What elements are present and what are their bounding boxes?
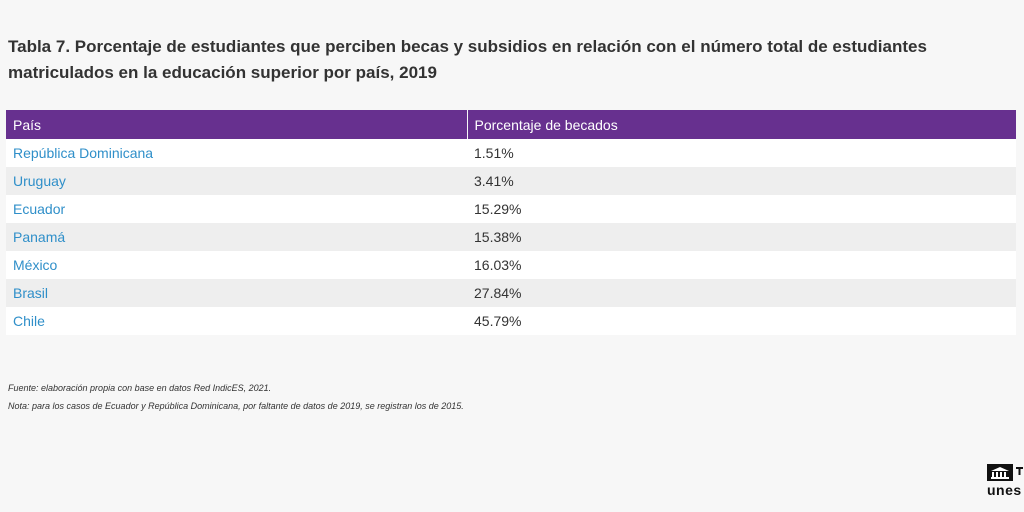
- logo-wordmark: unes: [987, 482, 1022, 498]
- table-row: Panamá 15.38%: [6, 223, 1016, 251]
- table-row: Uruguay 3.41%: [6, 167, 1016, 195]
- percentage-cell: 1.51%: [467, 139, 1016, 167]
- table-row: Chile 45.79%: [6, 307, 1016, 335]
- data-table: País Porcentaje de becados República Dom…: [6, 110, 1016, 335]
- column-header-percentage: Porcentaje de becados: [466, 110, 1016, 139]
- percentage-cell: 27.84%: [467, 279, 1016, 307]
- country-link[interactable]: Ecuador: [6, 195, 467, 223]
- percentage-cell: 16.03%: [467, 251, 1016, 279]
- table-row: Ecuador 15.29%: [6, 195, 1016, 223]
- column-header-country: País: [6, 110, 467, 139]
- unesco-logo: unes: [987, 464, 1024, 504]
- percentage-cell: 45.79%: [467, 307, 1016, 335]
- table-row: México 16.03%: [6, 251, 1016, 279]
- country-link[interactable]: México: [6, 251, 467, 279]
- table-row: República Dominicana 1.51%: [6, 139, 1016, 167]
- footnotes: Fuente: elaboración propia con base en d…: [8, 379, 464, 415]
- country-link[interactable]: Chile: [6, 307, 467, 335]
- country-link[interactable]: República Dominicana: [6, 139, 467, 167]
- country-link[interactable]: Panamá: [6, 223, 467, 251]
- source-note: Fuente: elaboración propia con base en d…: [8, 383, 272, 393]
- country-link[interactable]: Brasil: [6, 279, 467, 307]
- percentage-cell: 15.38%: [467, 223, 1016, 251]
- percentage-cell: 15.29%: [467, 195, 1016, 223]
- country-link[interactable]: Uruguay: [6, 167, 467, 195]
- table-header-row: País Porcentaje de becados: [6, 110, 1016, 139]
- unesco-temple-icon: [987, 464, 1023, 481]
- table-title: Tabla 7. Porcentaje de estudiantes que p…: [8, 37, 927, 82]
- percentage-cell: 3.41%: [467, 167, 1016, 195]
- table-row: Brasil 27.84%: [6, 279, 1016, 307]
- data-note: Nota: para los casos de Ecuador y Repúbl…: [8, 401, 464, 411]
